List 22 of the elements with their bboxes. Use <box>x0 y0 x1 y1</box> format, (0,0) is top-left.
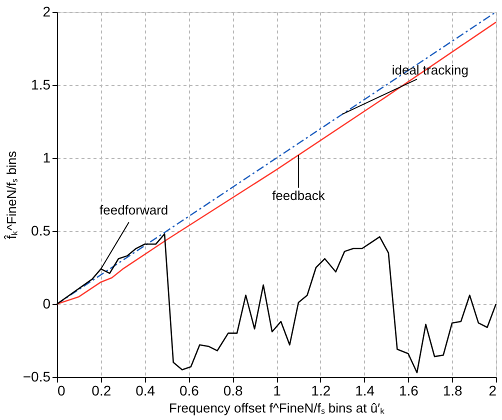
x-tick-label: 0.2 <box>92 382 112 398</box>
x-tick-label: 0.8 <box>223 382 244 398</box>
series-label: feedback <box>272 188 326 203</box>
series-label: feedforward <box>99 202 168 218</box>
y-tick-label: 0.5 <box>31 222 51 238</box>
x-tick-label: 1 <box>273 382 282 398</box>
y-tick-label: 2 <box>42 4 51 20</box>
x-tick-label: 1.8 <box>442 382 463 398</box>
x-tick-label: 0 <box>58 382 66 398</box>
x-tick-label: 0.4 <box>136 382 156 398</box>
x-tick-label: 0.6 <box>179 382 200 398</box>
x-tick-label: 1.2 <box>311 382 331 398</box>
y-tick-label: −0.5 <box>22 368 51 384</box>
y-tick-label: 0 <box>42 296 51 312</box>
y-tick-label: 1.5 <box>31 76 51 92</box>
y-axis-title: f̂ₖ^FineN/fₛ bins <box>4 150 19 240</box>
y-tick-label: 1 <box>42 150 51 166</box>
x-axis-title: Frequency offset f^FineN/fₛ bins at û′ₖ <box>168 400 386 416</box>
series-label: ideal tracking <box>392 62 468 78</box>
x-tick-label: 1.4 <box>355 382 375 398</box>
x-tick-label: 2 <box>488 382 497 398</box>
x-tick-label: 1.6 <box>398 382 419 398</box>
